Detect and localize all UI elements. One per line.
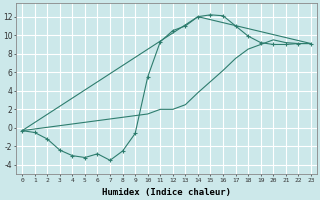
X-axis label: Humidex (Indice chaleur): Humidex (Indice chaleur) bbox=[102, 188, 231, 197]
